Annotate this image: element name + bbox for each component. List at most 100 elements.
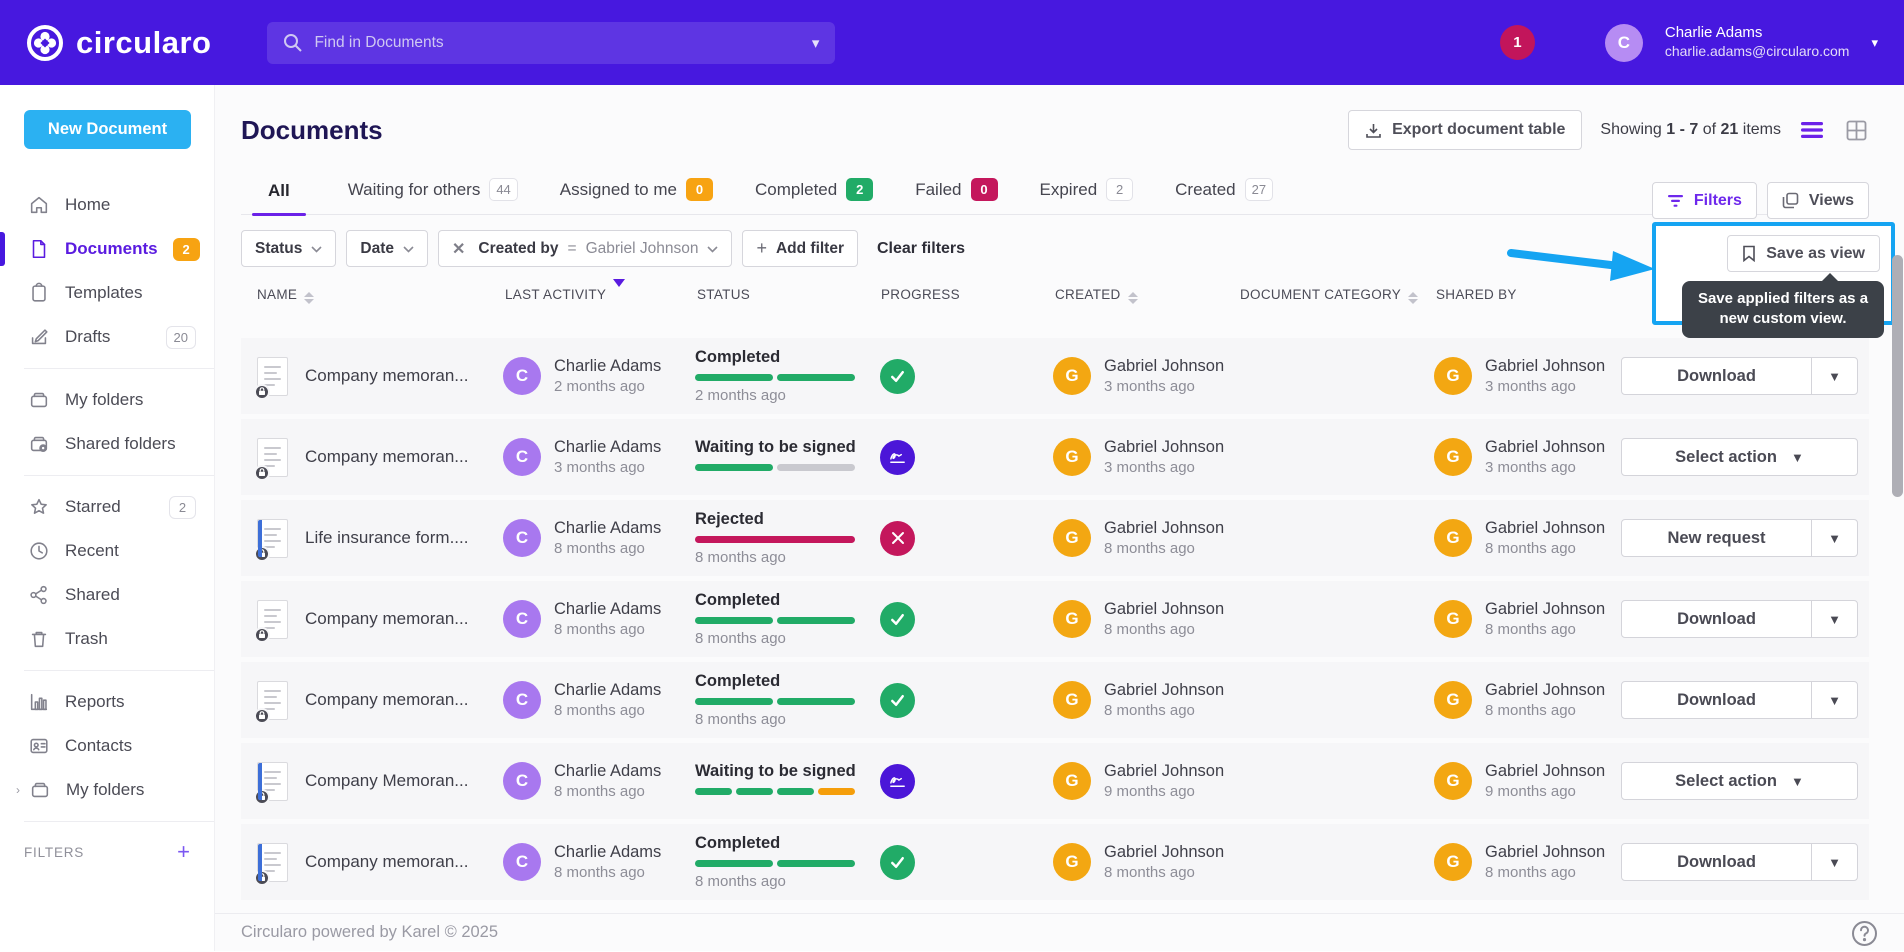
- remove-filter-icon[interactable]: ✕: [451, 240, 466, 258]
- table-row[interactable]: Company memoran... C Charlie Adams 3 mon…: [241, 419, 1869, 495]
- row-action-button[interactable]: Select action ▼ ▼: [1621, 762, 1858, 800]
- document-name[interactable]: Life insurance form....: [305, 528, 469, 547]
- new-document-button[interactable]: New Document: [24, 110, 191, 149]
- row-action-button[interactable]: Download ▼ ▼: [1621, 681, 1858, 719]
- status-filter-chip[interactable]: Status: [241, 230, 337, 267]
- document-name[interactable]: Company memoran...: [305, 366, 469, 385]
- tab-completed[interactable]: Completed 2: [755, 178, 874, 214]
- sidebar-item-trash[interactable]: › Trash: [0, 617, 214, 661]
- table-row[interactable]: Life insurance form.... C Charlie Adams …: [241, 500, 1869, 576]
- sidebar-item-shared[interactable]: › Shared: [0, 573, 214, 617]
- tab-created[interactable]: Created 27: [1175, 178, 1274, 214]
- person-name: Gabriel Johnson: [1485, 680, 1606, 699]
- sidebar-filters-section: FILTERS +: [0, 831, 214, 873]
- sidebar-item-reports[interactable]: › Reports: [0, 680, 214, 724]
- sidebar-item-templates[interactable]: › Templates: [0, 271, 214, 315]
- document-name[interactable]: Company memoran...: [305, 852, 469, 871]
- progress-segment: [736, 787, 773, 795]
- search-scope-chevron-icon[interactable]: ▾: [811, 34, 820, 52]
- table-row[interactable]: Company memoran... C Charlie Adams 8 mon…: [241, 662, 1869, 738]
- views-button[interactable]: Views: [1766, 182, 1869, 219]
- column-header[interactable]: PROGRESS: [879, 285, 1053, 304]
- brand-name: circularo: [76, 24, 212, 60]
- column-header[interactable]: SHARED BY: [1434, 285, 1621, 304]
- table-row[interactable]: Company memoran... C Charlie Adams 8 mon…: [241, 581, 1869, 657]
- sidebar-item-recent[interactable]: › Recent: [0, 529, 214, 573]
- action-dropdown-toggle[interactable]: ▼: [1811, 520, 1857, 556]
- search-icon: [283, 33, 303, 52]
- column-header[interactable]: STATUS: [695, 285, 879, 304]
- vertical-scrollbar[interactable]: [1892, 255, 1903, 497]
- sort-icon[interactable]: [1408, 285, 1419, 304]
- add-filter-plus-icon[interactable]: +: [177, 839, 190, 864]
- sidebar-item-my-folders[interactable]: › My folders: [0, 378, 214, 422]
- row-action-button[interactable]: Download ▼ ▼: [1621, 843, 1858, 881]
- tab-label: All: [268, 181, 290, 200]
- progress-segment: [695, 463, 773, 471]
- document-name[interactable]: Company memoran...: [305, 447, 469, 466]
- sidebar-item-contacts[interactable]: › Contacts: [0, 724, 214, 768]
- filters-button[interactable]: Filters: [1651, 182, 1757, 219]
- progress-bar: [695, 787, 855, 795]
- row-action-button[interactable]: Select action ▼ ▼: [1621, 438, 1858, 476]
- sidebar-item-starred[interactable]: › Starred 2: [0, 485, 214, 529]
- shared-time: 9 months ago: [1485, 782, 1576, 800]
- document-name[interactable]: Company Memoran...: [305, 771, 469, 790]
- tab-failed[interactable]: Failed 0: [915, 178, 998, 214]
- sidebar-item-shared-folders[interactable]: › Shared folders: [0, 422, 214, 466]
- cell-actions: Download ▼ ▼: [1621, 357, 1870, 395]
- user-avatar[interactable]: C: [1604, 23, 1643, 62]
- action-label: Download: [1677, 366, 1756, 385]
- date-filter-chip[interactable]: Date: [346, 230, 428, 267]
- sidebar-item-home[interactable]: › Home: [0, 183, 214, 227]
- user-menu-chevron-icon[interactable]: ▾: [1871, 34, 1878, 50]
- sort-icon[interactable]: [1127, 285, 1138, 304]
- action-dropdown-toggle[interactable]: ▼: [1811, 682, 1857, 718]
- row-action-button[interactable]: New request ▼ ▼: [1621, 519, 1858, 557]
- tree-expand-chevron-icon[interactable]: ›: [16, 783, 20, 797]
- table-row[interactable]: Company Memoran... C Charlie Adams 8 mon…: [241, 743, 1869, 819]
- tab-assigned-to-me[interactable]: Assigned to me 0: [560, 178, 713, 214]
- sidebar-item-my-folders-tree[interactable]: › My folders: [0, 768, 214, 812]
- help-icon[interactable]: [1851, 920, 1878, 952]
- column-header[interactable]: NAME: [241, 285, 503, 304]
- export-document-table-button[interactable]: Export document table: [1348, 110, 1583, 150]
- table-row[interactable]: Company memoran... C Charlie Adams 8 mon…: [241, 824, 1869, 900]
- person-name: Gabriel Johnson: [1485, 599, 1606, 618]
- sort-icon[interactable]: [304, 285, 315, 304]
- grid-view-icon[interactable]: [1843, 117, 1869, 143]
- document-name[interactable]: Company memoran...: [305, 690, 469, 709]
- document-table: Company memoran... C Charlie Adams 2 mon…: [241, 338, 1869, 900]
- action-dropdown-toggle[interactable]: ▼: [1811, 358, 1857, 394]
- save-as-view-button[interactable]: Save as view: [1727, 235, 1880, 272]
- list-view-icon[interactable]: [1799, 117, 1825, 143]
- cell-last-activity: C Charlie Adams 8 months ago: [503, 518, 695, 559]
- row-action-button[interactable]: Download ▼ ▼: [1621, 600, 1858, 638]
- add-filter-button[interactable]: + Add filter: [742, 230, 858, 267]
- sidebar-item-documents[interactable]: › Documents 2: [0, 227, 214, 271]
- sort-icon[interactable]: [613, 279, 626, 302]
- activity-time: 8 months ago: [554, 782, 645, 800]
- column-header[interactable]: DOCUMENT CATEGORY: [1238, 285, 1434, 304]
- notification-badge[interactable]: 1: [1499, 25, 1535, 60]
- cell-name: Company memoran...: [241, 356, 503, 400]
- created-by-filter-chip[interactable]: ✕ Created by = Gabriel Johnson: [437, 230, 733, 267]
- progress-segment: [695, 374, 773, 381]
- brand-logo[interactable]: circularo: [26, 24, 211, 62]
- global-search-input[interactable]: Find in Documents ▾: [267, 21, 836, 64]
- sidebar-item-drafts[interactable]: › Drafts 20: [0, 315, 214, 359]
- column-header[interactable]: LAST ACTIVITY: [503, 279, 695, 304]
- tab-expired[interactable]: Expired 2: [1040, 178, 1134, 214]
- clear-filters-button[interactable]: Clear filters: [877, 239, 966, 257]
- table-row[interactable]: Company memoran... C Charlie Adams 2 mon…: [241, 338, 1869, 414]
- tab-all[interactable]: All: [252, 181, 306, 216]
- tab-waiting-for-others[interactable]: Waiting for others 44: [348, 178, 518, 214]
- shared-time: 3 months ago: [1485, 458, 1576, 476]
- column-header[interactable]: CREATED: [1053, 285, 1238, 304]
- action-dropdown-toggle[interactable]: ▼: [1811, 844, 1857, 880]
- row-action-button[interactable]: Download ▼ ▼: [1621, 357, 1858, 395]
- user-info[interactable]: Charlie Adams charlie.adams@circularo.co…: [1665, 24, 1850, 60]
- action-dropdown-toggle[interactable]: ▼: [1811, 601, 1857, 637]
- cell-name: Company memoran...: [241, 842, 503, 886]
- document-name[interactable]: Company memoran...: [305, 609, 469, 628]
